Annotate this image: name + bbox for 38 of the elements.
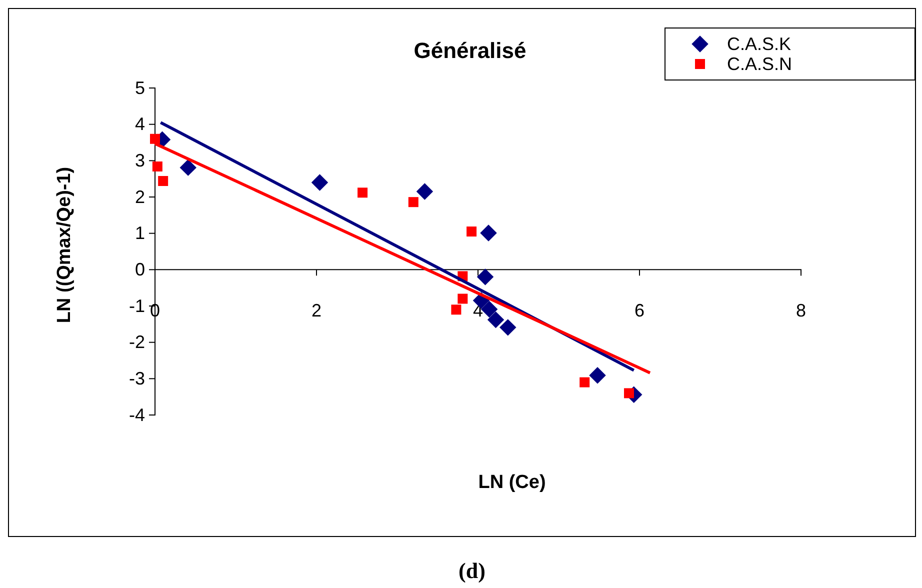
point bbox=[480, 224, 497, 242]
y-tick-label: -3 bbox=[128, 368, 145, 388]
y-tick-label: -4 bbox=[128, 404, 145, 425]
y-tick-label: -2 bbox=[128, 332, 145, 352]
point bbox=[408, 197, 418, 208]
y-tick-label: 0 bbox=[134, 259, 145, 280]
text: (d) bbox=[458, 558, 486, 583]
x-axis-title: LN (Ce) bbox=[478, 472, 546, 493]
point bbox=[311, 174, 328, 191]
y-tick-label: 4 bbox=[134, 114, 145, 134]
point bbox=[624, 388, 634, 398]
point bbox=[476, 268, 494, 286]
point bbox=[480, 300, 498, 318]
y-tick-label: 3 bbox=[134, 150, 145, 170]
point bbox=[500, 319, 516, 336]
y-tick-label: -1 bbox=[128, 296, 145, 316]
y-tick-label: 1 bbox=[134, 223, 145, 244]
point bbox=[358, 188, 368, 198]
legend-label: C.A.S.K bbox=[727, 34, 792, 54]
point bbox=[589, 367, 606, 384]
x-tick-label: 6 bbox=[634, 300, 645, 320]
legend-label: C.A.S.N bbox=[727, 54, 792, 74]
point bbox=[416, 183, 434, 200]
point bbox=[180, 159, 196, 176]
point bbox=[152, 161, 162, 172]
point bbox=[458, 294, 468, 304]
point bbox=[466, 226, 477, 237]
point bbox=[158, 176, 168, 186]
x-tick-label: 2 bbox=[311, 300, 322, 320]
y-axis-title: LN ((Qmax/Qe)-1) bbox=[54, 166, 75, 324]
point bbox=[150, 134, 160, 144]
point bbox=[451, 304, 462, 315]
y-tick-label: 5 bbox=[134, 78, 145, 98]
y-tick-label: 2 bbox=[134, 186, 145, 207]
chart-title: Généralisé bbox=[414, 38, 526, 63]
x-tick-label: 8 bbox=[796, 300, 806, 320]
point bbox=[580, 377, 590, 388]
point bbox=[487, 311, 504, 328]
